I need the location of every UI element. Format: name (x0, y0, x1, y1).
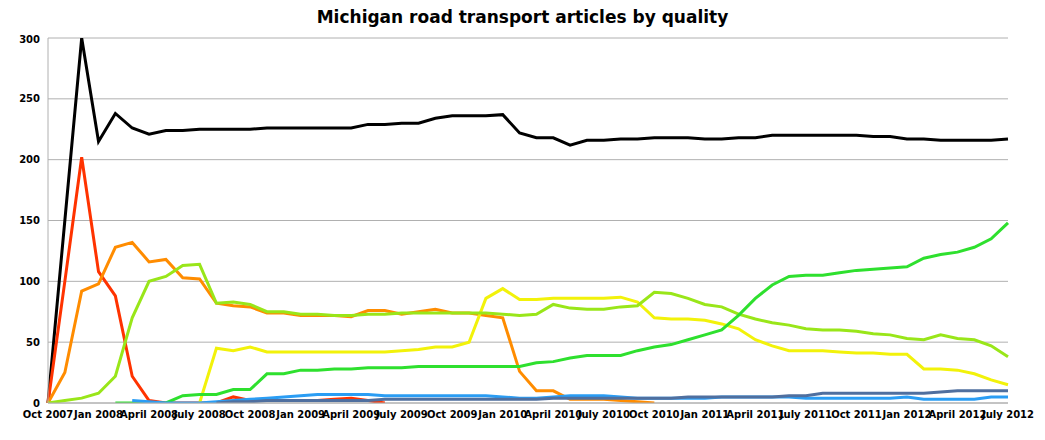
svg-text:July 2012: July 2012 (981, 409, 1034, 420)
svg-text:Oct 2007: Oct 2007 (23, 409, 74, 420)
svg-text:200: 200 (19, 154, 40, 165)
svg-text:July 2009: July 2009 (375, 409, 428, 420)
svg-text:April 2012: April 2012 (928, 409, 986, 420)
svg-text:July 2008: July 2008 (173, 409, 226, 420)
svg-text:July 2010: July 2010 (577, 409, 630, 420)
svg-text:50: 50 (26, 337, 40, 348)
svg-text:April 2010: April 2010 (524, 409, 582, 420)
svg-text:July 2011: July 2011 (779, 409, 832, 420)
svg-text:300: 300 (19, 34, 40, 45)
svg-text:Oct 2009: Oct 2009 (427, 409, 478, 420)
svg-text:250: 250 (19, 93, 40, 104)
svg-text:April 2011: April 2011 (726, 409, 784, 420)
svg-text:150: 150 (19, 215, 40, 226)
svg-text:100: 100 (19, 276, 40, 287)
svg-text:Jan 2012: Jan 2012 (881, 409, 931, 420)
svg-text:Oct 2011: Oct 2011 (831, 409, 882, 420)
svg-text:Jan 2009: Jan 2009 (275, 409, 325, 420)
svg-text:Jan 2011: Jan 2011 (679, 409, 729, 420)
svg-text:April 2009: April 2009 (322, 409, 380, 420)
svg-text:April 2008: April 2008 (120, 409, 178, 420)
svg-text:Jan 2010: Jan 2010 (477, 409, 527, 420)
html-text:Michigan road transport articl: Michigan road transport articles by qual… (316, 7, 729, 27)
svg-text:Jan 2008: Jan 2008 (73, 409, 123, 420)
svg-text:0: 0 (33, 398, 40, 409)
svg-text:Oct 2008: Oct 2008 (225, 409, 276, 420)
svg-text:Oct 2010: Oct 2010 (629, 409, 680, 420)
